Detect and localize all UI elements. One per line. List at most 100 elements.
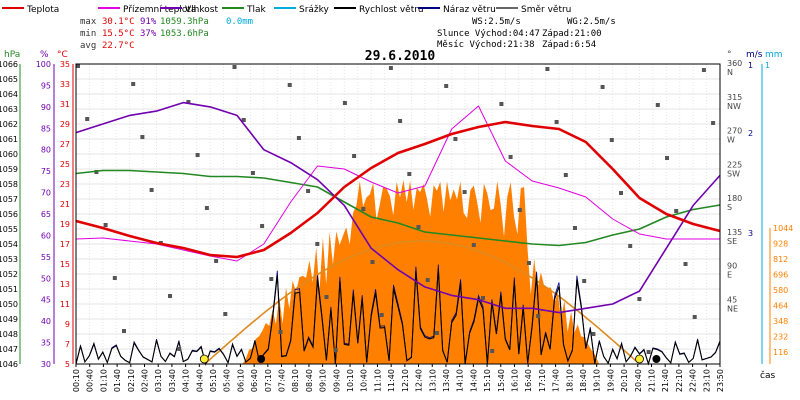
stats-block: max 30.1°C 91% 1059.3hPa 0.0mm min 15.5°… [80, 17, 616, 51]
direction-point [333, 348, 338, 352]
direction-point [85, 117, 90, 121]
x-tick-label: 10:40 [360, 369, 369, 392]
x-tick-label: 20:40 [634, 369, 643, 392]
stats-min-label: min [80, 29, 96, 39]
series-lines [75, 101, 721, 314]
stats-avg-temp: 22.7°C [102, 41, 135, 51]
direction-point [563, 173, 568, 177]
direction-point [490, 349, 495, 353]
radiation-tick-label: 928 [773, 240, 788, 249]
stats-max-temp: 30.1°C [102, 17, 135, 27]
direction-tick-dir: SW [727, 169, 740, 178]
stats-min-temp: 15.5°C [102, 29, 135, 39]
direction-point [407, 172, 412, 176]
direction-point [260, 224, 265, 228]
stats-max-rain: 0.0mm [226, 17, 253, 27]
hpa-tick-label: 1053 [0, 255, 18, 264]
hpa-tick-label: 1052 [0, 270, 18, 279]
direction-point [204, 206, 209, 210]
moonrise-info: Měsíc Východ:21:38 [437, 40, 535, 50]
hpa-tick-label: 1055 [0, 225, 18, 234]
direction-point [269, 277, 274, 281]
moonrise-marker [652, 355, 661, 363]
hpa-tick-label: 1066 [0, 60, 18, 69]
direction-tick-deg: 270 [727, 127, 742, 136]
x-tick-label: 00:40 [86, 369, 95, 392]
direction-tick-dir: NW [727, 102, 741, 111]
x-tick-label: 03:40 [168, 369, 177, 392]
wind-speed-info: WS:2.5m/s [472, 17, 521, 27]
x-tick-label: 02:10 [127, 369, 136, 392]
direction-point [287, 83, 292, 87]
legend-label-5: Rychlost větru [359, 5, 424, 15]
celsius-tick-label: 35 [60, 60, 70, 69]
direction-point [674, 209, 679, 213]
direction-point [444, 84, 449, 88]
direction-point [186, 100, 191, 104]
x-tick-label: 23:50 [716, 369, 725, 392]
celsius-tick-label: 23 [60, 180, 70, 189]
celsius-tick-label: 33 [60, 80, 70, 89]
percent-tick-label: 70 [41, 189, 51, 198]
direction-point [315, 242, 320, 246]
direction-point [701, 68, 706, 72]
direction-point [388, 66, 393, 70]
moonset-marker [257, 355, 266, 363]
direction-point [223, 312, 228, 316]
direction-point [342, 101, 347, 105]
direction-point [76, 64, 80, 68]
direction-point [352, 154, 357, 158]
direction-unit: ° [727, 50, 732, 60]
celsius-tick-label: 31 [60, 100, 70, 109]
percent-tick-label: 35 [41, 339, 51, 348]
direction-point [149, 188, 154, 192]
hpa-tick-label: 1065 [0, 75, 18, 84]
hpa-tick-label: 1063 [0, 105, 18, 114]
percent-unit: % [40, 50, 49, 60]
direction-point [122, 329, 126, 333]
radiation-tick-label: 348 [773, 317, 788, 326]
radiation-tick-label: 696 [773, 271, 788, 280]
direction-point [646, 350, 651, 354]
hpa-tick-label: 1050 [0, 300, 18, 309]
hpa-tick-label: 1064 [0, 90, 18, 99]
direction-point [637, 297, 642, 301]
radiation-tick-label: 232 [773, 333, 788, 342]
sunrise-marker [199, 354, 209, 364]
direction-point [434, 331, 439, 335]
hpa-tick-label: 1047 [0, 345, 18, 354]
x-tick-label: 22:10 [675, 369, 684, 392]
direction-point [517, 208, 522, 212]
x-tick-label: 18:40 [579, 369, 588, 392]
direction-point [103, 223, 108, 227]
celsius-tick-label: 19 [60, 220, 70, 229]
direction-point [131, 82, 136, 86]
radiation-tick-label: 116 [773, 348, 788, 357]
x-tick-label: 02:40 [141, 369, 150, 392]
legend-label-4: Srážky [299, 5, 330, 15]
celsius-tick-label: 21 [60, 200, 70, 209]
direction-tick-deg: 180 [727, 194, 742, 203]
direction-tick-deg: 360 [727, 59, 742, 68]
x-tick-label: 13:10 [428, 369, 437, 392]
direction-point [112, 276, 117, 280]
hpa-tick-label: 1058 [0, 180, 18, 189]
celsius-tick-label: 9 [65, 320, 70, 329]
percent-tick-label: 80 [41, 146, 51, 155]
x-tick-label: 21:40 [661, 369, 670, 392]
hpa-tick-label: 1062 [0, 120, 18, 129]
x-tick-label: 15:40 [497, 369, 506, 392]
x-tick-label: 06:40 [250, 369, 259, 392]
hpa-tick-label: 1060 [0, 150, 18, 159]
x-tick-label: 11:10 [373, 369, 382, 392]
x-tick-label: 14:40 [469, 369, 478, 392]
x-tick-label: 12:40 [415, 369, 424, 392]
direction-tick-dir: E [727, 271, 732, 280]
direction-tick-deg: 225 [727, 160, 742, 169]
x-tick-label: 23:10 [702, 369, 711, 392]
direction-point [306, 189, 311, 193]
series-line-vlhkost [75, 101, 721, 314]
direction-point [361, 207, 366, 211]
